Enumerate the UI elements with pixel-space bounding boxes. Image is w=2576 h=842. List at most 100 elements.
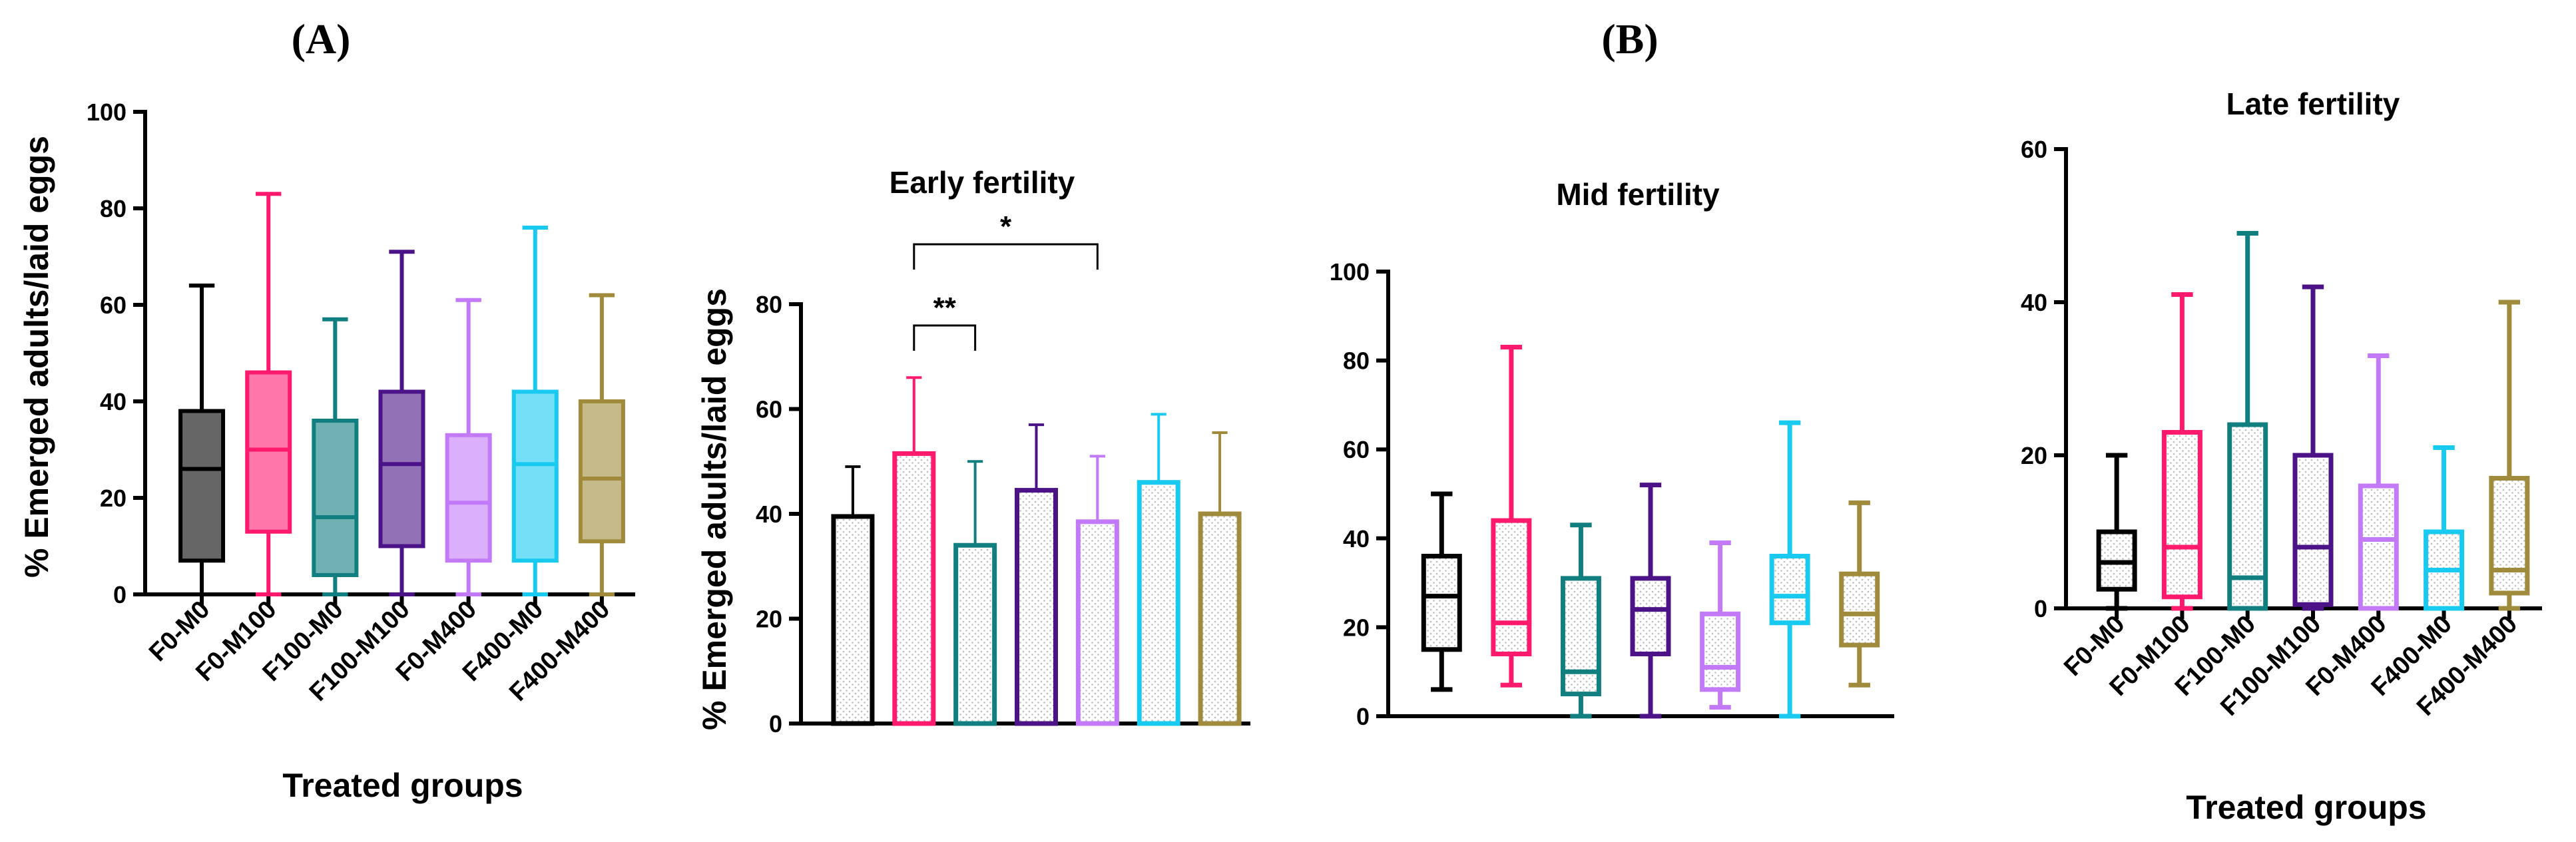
y-tick-label: 20: [756, 606, 782, 633]
y-tick-label: 0: [113, 581, 127, 608]
box-F0-M100: [1491, 345, 1532, 688]
bar-F400-M400: [1198, 431, 1242, 726]
box-fill: [380, 391, 423, 546]
y-tick-label: 20: [2021, 442, 2047, 469]
y-tick-label: 40: [2021, 289, 2047, 316]
box-F400-M0: [511, 226, 559, 596]
y-tick-label: 60: [1343, 436, 1370, 463]
box-F0-M100: [245, 192, 292, 596]
box-fill: [1702, 614, 1738, 690]
y-axis-title: % Emerged adults/laid eggs: [18, 136, 55, 578]
box-F400-M400: [2489, 300, 2530, 611]
y-tick-label: 20: [1343, 614, 1370, 641]
box-fill: [1772, 556, 1808, 623]
box-outline: [2161, 430, 2202, 600]
y-tick-label: 80: [1343, 347, 1370, 375]
chart-title: Early fertility: [890, 165, 1075, 200]
box-fill: [180, 411, 224, 561]
box-F0-M400: [445, 298, 492, 596]
bar-F0-M100: [892, 376, 936, 726]
bracket-line: [913, 324, 977, 351]
box-outline: [1421, 554, 1462, 652]
bar-outline: [892, 451, 936, 726]
chart-overall: % Emerged adults/laid eggs Treated group…: [18, 99, 635, 804]
bar-F100-M0: [953, 460, 997, 726]
bar-fill: [1200, 514, 1240, 724]
box-fill: [314, 421, 357, 575]
box-outline: [1700, 611, 1741, 692]
box-outline: [1560, 576, 1601, 697]
box-fill: [447, 435, 490, 561]
box-fill: [247, 372, 290, 532]
box-F0-M0: [1421, 491, 1462, 692]
y-tick-label: 60: [100, 292, 127, 319]
box-F400-M0: [1769, 420, 1810, 719]
chart-mid: Mid fertility 0 20 40 60 80 100: [1330, 177, 1894, 730]
significance-label: **: [933, 292, 957, 324]
box-fill: [1493, 521, 1529, 654]
box-fill: [1633, 578, 1669, 654]
panel-label-b: (B): [1601, 15, 1658, 63]
bar-outline: [831, 514, 875, 726]
box-outline: [2227, 422, 2268, 611]
y-tick-label: 100: [87, 99, 127, 126]
y-tick-label: 80: [100, 195, 127, 222]
y-tick-label: 0: [1356, 703, 1370, 730]
bar-fill: [1017, 490, 1056, 724]
box-F100-M100: [378, 250, 425, 596]
y-tick-label: 80: [756, 291, 782, 318]
y-tick-label: 100: [1330, 258, 1370, 286]
box-outline: [312, 419, 359, 577]
box-fill: [513, 391, 557, 561]
y-tick-label: 0: [769, 710, 782, 737]
box-F0-M100: [2161, 292, 2202, 611]
box-F400-M0: [2424, 445, 2465, 611]
bar-fill: [1139, 482, 1178, 724]
box-outline: [2358, 483, 2399, 611]
box-F0-M0: [178, 284, 226, 596]
box-F0-M400: [2358, 353, 2399, 611]
box-outline: [2489, 476, 2530, 596]
box-fill: [2491, 478, 2527, 593]
y-tick-label: 40: [756, 501, 782, 528]
y-tick-label: 20: [100, 485, 127, 512]
box-F0-M400: [1700, 540, 1741, 710]
bar-F100-M100: [1015, 423, 1058, 726]
y-tick-label: 60: [756, 396, 782, 423]
bar-fill: [833, 516, 872, 724]
box-outline: [1769, 554, 1810, 626]
box-outline: [511, 389, 559, 563]
box-fill: [2360, 486, 2397, 608]
panel-label-a: (A): [292, 15, 351, 63]
bar-fill: [1078, 521, 1117, 724]
y-tick-label: 40: [1343, 525, 1370, 552]
box-fill: [2164, 432, 2200, 597]
box-fill: [1423, 556, 1460, 650]
box-fill: [2229, 425, 2266, 608]
box-outline: [378, 389, 425, 548]
bar-fill: [894, 453, 933, 724]
bar-F0-M400: [1075, 455, 1119, 726]
box-outline: [178, 409, 226, 563]
box-outline: [245, 370, 292, 534]
box-fill: [580, 401, 623, 542]
bar-F400-M0: [1137, 413, 1180, 726]
bar-outline: [1015, 488, 1058, 726]
box-outline: [445, 433, 492, 563]
y-tick-label: 0: [2034, 595, 2047, 622]
significance-label: *: [1000, 210, 1012, 243]
box-F400-M400: [1839, 500, 1880, 688]
y-tick-label: 40: [100, 388, 127, 415]
x-axis-title: Treated groups: [2186, 789, 2426, 826]
box-fill: [2295, 455, 2331, 605]
box-F100-M100: [1630, 483, 1671, 719]
box-outline: [2292, 453, 2334, 607]
box-F400-M400: [578, 293, 625, 596]
box-F100-M0: [312, 317, 359, 596]
y-axis-title: % Emerged adults/laid eggs: [696, 288, 733, 730]
chart-title: Mid fertility: [1556, 177, 1720, 212]
box-F100-M0: [2227, 231, 2268, 611]
bar-outline: [1198, 511, 1242, 726]
bar-outline: [1075, 519, 1119, 726]
